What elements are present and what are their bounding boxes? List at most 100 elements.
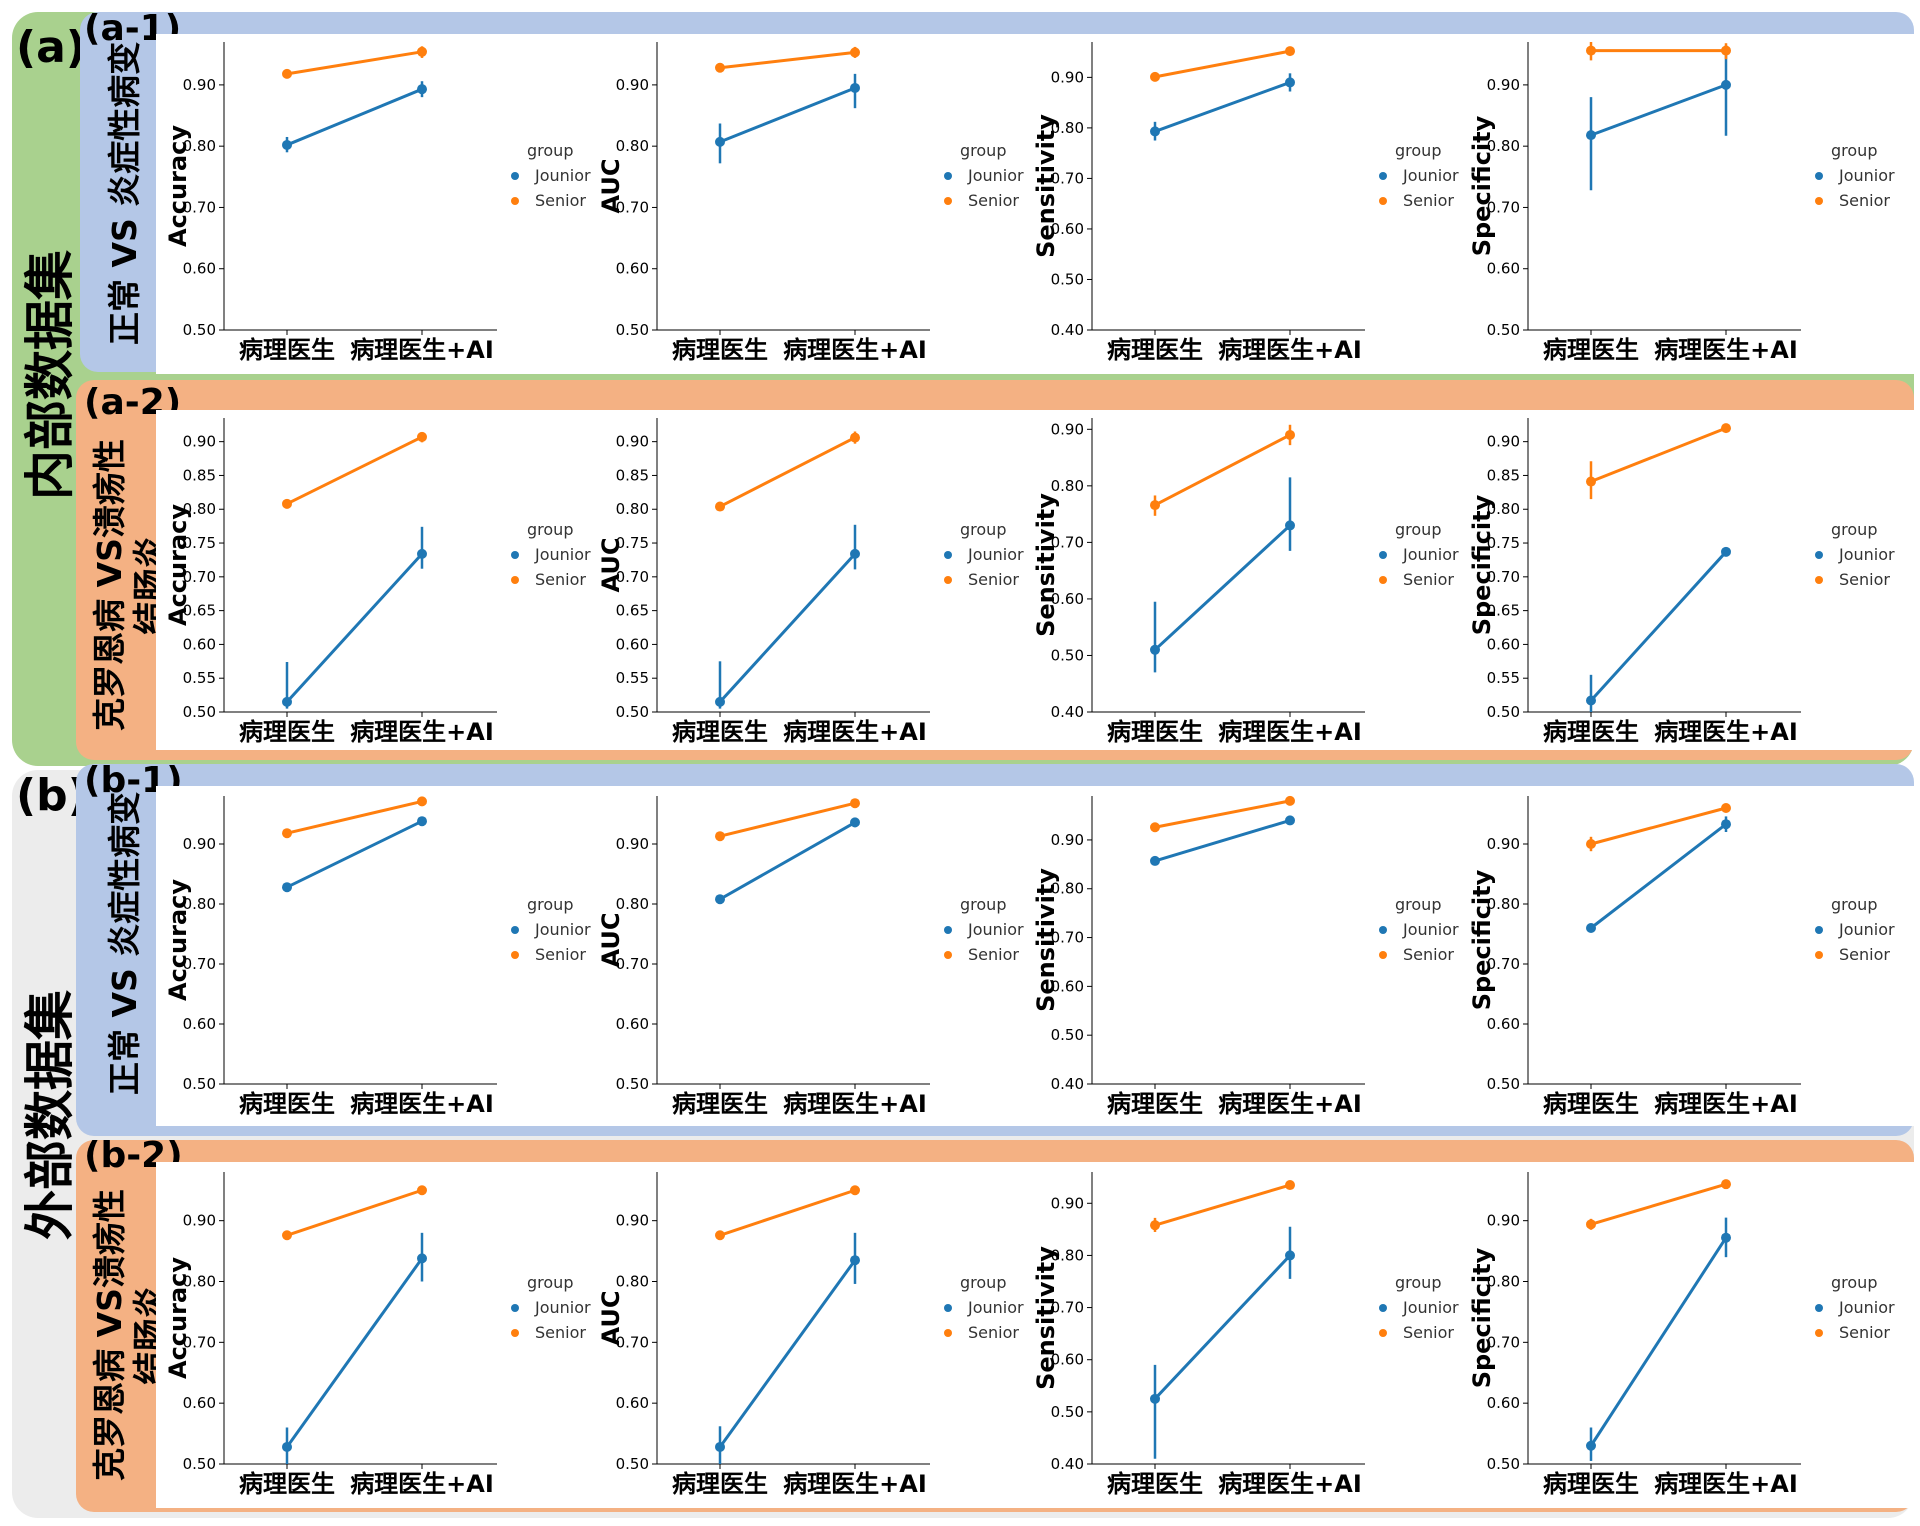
data-point-senior [850, 798, 860, 809]
y-tick-label: 0.60 [1051, 590, 1084, 608]
y-tick-label: 0.75 [183, 534, 216, 552]
data-point-senior [1721, 423, 1731, 434]
data-point-jounior [417, 816, 427, 827]
data-point-jounior [1586, 923, 1596, 933]
x-tick-label: 病理医生+AI [1218, 1090, 1362, 1118]
x-tick-label: 病理医生+AI [783, 1470, 927, 1498]
y-tick-label: 0.55 [616, 669, 649, 687]
data-point-jounior [1285, 77, 1295, 88]
data-point-senior [1150, 500, 1160, 511]
y-tick-label: 0.90 [183, 835, 216, 853]
legend-marker [1379, 551, 1387, 559]
legend-marker [944, 1304, 952, 1312]
series-line-jounior [286, 819, 423, 889]
row-a1-panel [156, 34, 1914, 374]
row-a1-title-line: 正常 VS 炎症性病变 [105, 41, 144, 345]
y-tick-label: 0.65 [616, 602, 649, 620]
data-point-senior [282, 828, 292, 839]
x-tick-label: 病理医生+AI [783, 1090, 927, 1118]
y-axis-label: Sensitivity [1032, 493, 1060, 637]
x-tick-label: 病理医生 [1107, 1470, 1203, 1498]
y-tick-label: 0.50 [1487, 321, 1520, 339]
data-point-jounior [1721, 819, 1731, 830]
legend-marker [944, 197, 952, 205]
chart-b1-accuracy: 0.50 0.60 0.70 0.80 0.90 Accuracy 病理医生 病理医生+AI g… [164, 796, 591, 1118]
data-point-senior [417, 431, 427, 442]
y-axis-label: Accuracy [164, 125, 192, 247]
legend-label: Senior [968, 570, 1019, 589]
y-tick-label: 0.70 [183, 568, 216, 586]
y-axis-label: AUC [597, 538, 625, 593]
y-tick-label: 0.90 [1051, 831, 1084, 849]
series-line-jounior [1589, 1236, 1728, 1447]
y-tick-label: 0.90 [1487, 76, 1520, 94]
x-tick-label: 病理医生 [672, 336, 768, 364]
row-a1-title: 正常 VS 炎症性病变 [105, 41, 155, 345]
data-point-jounior [715, 894, 725, 905]
y-axis-label: Specificity [1468, 869, 1496, 1010]
data-point-jounior [1586, 1440, 1596, 1451]
chart-a2-sensitivity: 0.40 0.50 0.60 0.70 0.80 0.90 Sensitivity 病理医生病… [1032, 418, 1459, 746]
x-tick-label: 病理医生+AI [1654, 1090, 1798, 1118]
legend-label: Jounior [534, 920, 591, 939]
x-tick-label: 病理医生+AI [1654, 718, 1798, 746]
series-line-senior [286, 799, 423, 835]
x-tick-label: 病理医生 [239, 1090, 335, 1118]
y-axis-label: Accuracy [164, 504, 192, 626]
legend-label: Jounior [1402, 166, 1459, 185]
legend-title: group [1395, 141, 1441, 160]
data-point-jounior [417, 548, 427, 559]
legend-marker [1815, 926, 1823, 934]
series-line-jounior [719, 821, 856, 901]
legend-title: group [1831, 141, 1877, 160]
y-tick-label: 0.90 [1051, 68, 1084, 86]
y-tick-label: 0.80 [1051, 1246, 1084, 1264]
legend-marker [944, 926, 952, 934]
legend-marker [1379, 172, 1387, 180]
x-tick-label: 病理医生+AI [1654, 1470, 1798, 1498]
series-line-jounior [1154, 818, 1291, 863]
legend-marker [1379, 576, 1387, 584]
section-a-label: (a) [16, 22, 86, 73]
legend-marker [944, 172, 952, 180]
data-point-senior [1150, 822, 1160, 833]
legend-label: Jounior [1402, 545, 1459, 564]
y-tick-label: 0.80 [616, 137, 649, 155]
series-line-jounior [718, 1259, 857, 1448]
y-tick-label: 0.40 [1051, 321, 1084, 339]
legend-label: Jounior [1402, 1298, 1459, 1317]
x-tick-label: 病理医生 [1543, 1090, 1639, 1118]
y-tick-label: 0.70 [183, 955, 216, 973]
y-axis-label: Specificity [1468, 1247, 1496, 1388]
legend-marker [511, 197, 519, 205]
data-point-jounior [1586, 130, 1596, 141]
section-b-title: 外部数据集 [21, 990, 79, 1240]
y-axis-label: Accuracy [164, 1257, 192, 1379]
legend-marker [1815, 172, 1823, 180]
y-tick-label: 0.50 [616, 703, 649, 721]
row-a2-panel [156, 410, 1914, 750]
y-tick-label: 0.60 [183, 1015, 216, 1033]
legend-title: group [527, 520, 573, 539]
data-point-jounior [1285, 815, 1295, 826]
x-tick-label: 病理医生+AI [350, 336, 494, 364]
y-tick-label: 0.60 [1487, 635, 1520, 653]
legend-label: Jounior [967, 545, 1024, 564]
chart-a2-accuracy: 0.50 0.55 0.60 0.65 0.70 0.75 0.80 0.85 0.90 Accu… [164, 418, 591, 746]
data-point-jounior [1285, 1250, 1295, 1261]
x-tick-label: 病理医生 [1107, 1090, 1203, 1118]
y-tick-label: 0.90 [1487, 1212, 1520, 1230]
legend-marker [1379, 951, 1387, 959]
y-tick-label: 0.90 [616, 76, 649, 94]
legend-label: Senior [1839, 945, 1890, 964]
y-axis-label: Specificity [1468, 494, 1496, 635]
data-point-jounior [282, 139, 292, 150]
legend-marker [511, 926, 519, 934]
y-tick-label: 0.70 [616, 955, 649, 973]
series-line-jounior [1154, 81, 1291, 133]
y-tick-label: 0.70 [183, 198, 216, 216]
x-tick-label: 病理医生 [239, 336, 335, 364]
series-line-senior [719, 50, 856, 70]
y-tick-label: 0.80 [1487, 895, 1520, 913]
y-axis-label: AUC [597, 1291, 625, 1346]
